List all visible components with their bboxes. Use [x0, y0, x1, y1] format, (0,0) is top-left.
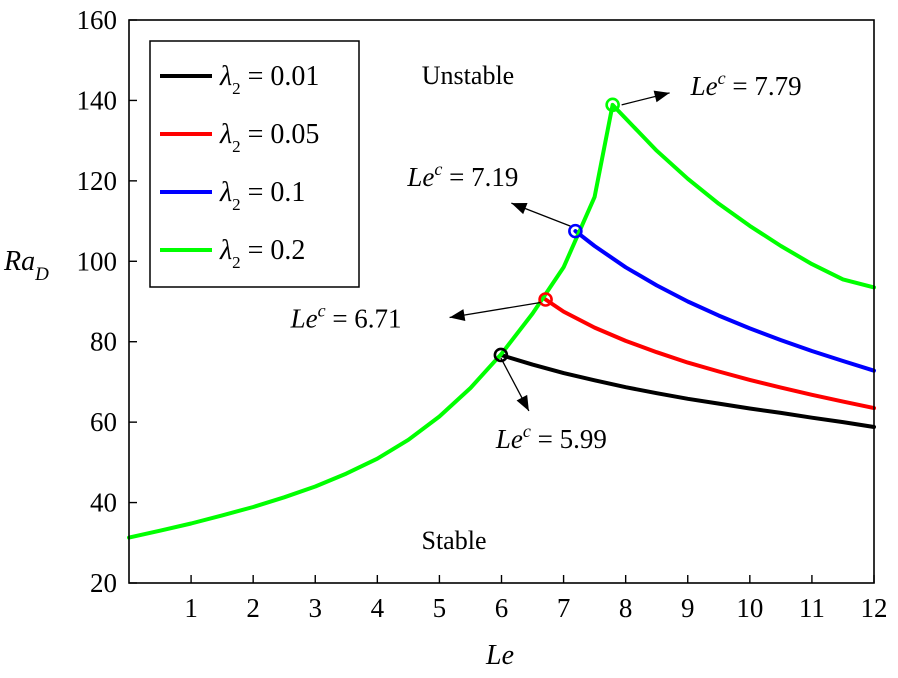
- critical-point-label: Lec = 5.99: [495, 421, 607, 454]
- y-tick-label: 160: [77, 5, 118, 35]
- series-line-0: [498, 353, 876, 429]
- x-tick-label: 4: [371, 593, 385, 623]
- y-tick-label: 20: [90, 568, 117, 598]
- series-line-2: [573, 229, 876, 373]
- annotation-arrowhead: [653, 90, 670, 103]
- annotation-layer: Lec = 5.99 Lec = 6.71 Lec = 7.19 Lec = 7.79: [290, 68, 802, 454]
- y-axis-title-sub: D: [34, 264, 49, 285]
- critical-point-marker: [538, 292, 553, 307]
- legend-label: λ2 = 0.2: [219, 235, 305, 272]
- legend-label: λ2 = 0.1: [219, 177, 305, 214]
- legend-box: [149, 40, 360, 288]
- x-tick-label: 1: [184, 593, 198, 623]
- y-tick-label: 40: [90, 488, 117, 518]
- x-tick-label: 12: [861, 593, 888, 623]
- annotation-arrow-line: [449, 301, 541, 319]
- y-axis-title: RaD: [3, 246, 49, 285]
- legend-label: λ2 = 0.01: [219, 61, 319, 98]
- critical-point-marker: [493, 347, 509, 363]
- series-line-3: [127, 102, 876, 540]
- y-axis-title-main: Ra: [3, 246, 35, 277]
- annotation-arrowhead: [516, 394, 529, 411]
- y-tick-label: 120: [77, 166, 118, 196]
- x-tick-label: 6: [495, 593, 509, 623]
- critical-point-label: Lec = 7.79: [690, 68, 802, 101]
- markers-layer: [493, 97, 620, 363]
- x-tick-label: 7: [557, 593, 571, 623]
- legend: λ2 = 0.01 λ2 = 0.05 λ2 = 0.1 λ2 = 0.2: [149, 40, 360, 288]
- x-tick-label: 3: [309, 593, 323, 623]
- unstable-region-label: Unstable: [422, 61, 514, 90]
- critical-point-marker: [605, 97, 620, 113]
- series-line-1: [543, 297, 876, 411]
- x-tick-label: 9: [681, 593, 695, 623]
- x-axis-title: Le: [485, 640, 514, 671]
- x-tick-label: 2: [246, 593, 260, 623]
- legend-label: λ2 = 0.05: [219, 119, 319, 156]
- y-tick-label: 80: [90, 327, 117, 357]
- x-tick-label: 5: [433, 593, 447, 623]
- x-tick-label: 11: [799, 593, 825, 623]
- annotation-arrowhead: [511, 202, 528, 215]
- y-tick-label: 140: [77, 85, 118, 115]
- x-tick-label: 10: [736, 593, 763, 623]
- annotation-arrowhead: [449, 309, 466, 321]
- stable-region-label: Stable: [422, 526, 487, 555]
- x-tick-label: 8: [619, 593, 633, 623]
- y-tick-label: 60: [90, 407, 117, 437]
- critical-point-label: Lec = 7.19: [406, 159, 518, 192]
- critical-point-marker: [568, 223, 583, 239]
- critical-point-label: Lec = 6.71: [290, 300, 402, 333]
- series-layer: [127, 102, 876, 540]
- y-tick-label: 100: [77, 246, 118, 276]
